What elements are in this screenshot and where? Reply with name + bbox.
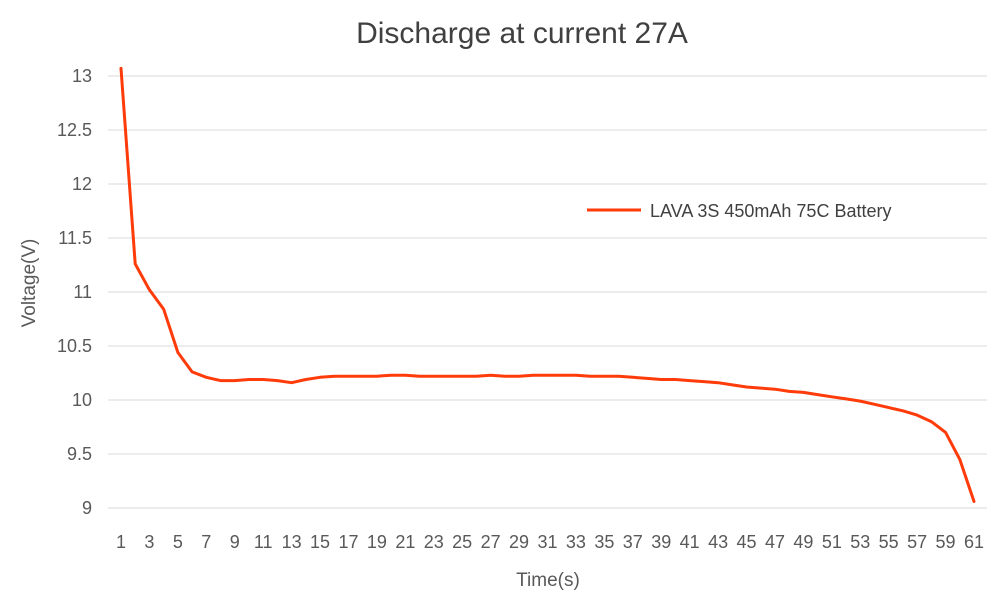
x-tick-label: 27 <box>481 532 501 552</box>
y-axis-label: Voltage(V) <box>19 239 40 328</box>
y-tick-label: 9.5 <box>67 444 92 464</box>
x-tick-label: 17 <box>338 532 358 552</box>
x-tick-label: 19 <box>367 532 387 552</box>
x-tick-label: 21 <box>395 532 415 552</box>
x-tick-label: 35 <box>594 532 614 552</box>
x-tick-label: 11 <box>254 532 273 552</box>
series-line <box>119 66 976 503</box>
x-tick-label: 31 <box>537 532 557 552</box>
y-tick-label: 11.5 <box>58 228 92 248</box>
y-tick-label: 10.5 <box>57 336 92 356</box>
x-tick-label: 43 <box>708 532 728 552</box>
x-tick-label: 55 <box>879 532 899 552</box>
x-axis-label: Time(s) <box>516 570 580 591</box>
x-tick-label: 15 <box>310 532 330 552</box>
x-tick-label: 45 <box>737 532 757 552</box>
x-tick-label: 37 <box>623 532 643 552</box>
y-tick-label: 13 <box>72 66 92 86</box>
y-tick-label: 12.5 <box>57 120 92 140</box>
x-tick-label: 29 <box>509 532 529 552</box>
x-tick-label: 9 <box>230 532 240 552</box>
x-tick-label: 49 <box>793 532 813 552</box>
y-axis-ticks: 9 9.5 10 10.5 11 11.5 12 12.5 13 <box>57 66 92 518</box>
x-tick-label: 41 <box>680 532 700 552</box>
x-tick-label: 61 <box>964 532 984 552</box>
x-tick-label: 23 <box>424 532 444 552</box>
x-tick-label: 57 <box>907 532 927 552</box>
legend-label: LAVA 3S 450mAh 75C Battery <box>650 201 891 221</box>
y-tick-label: 11 <box>73 282 92 302</box>
x-tick-label: 13 <box>282 532 302 552</box>
x-tick-label: 3 <box>144 532 154 552</box>
x-tick-label: 1 <box>116 532 126 552</box>
y-tick-label: 9 <box>82 498 92 518</box>
x-tick-label: 5 <box>173 532 183 552</box>
legend: LAVA 3S 450mAh 75C Battery <box>587 201 891 221</box>
x-tick-label: 53 <box>850 532 870 552</box>
y-tick-label: 12 <box>72 174 92 194</box>
x-tick-label: 51 <box>822 532 842 552</box>
series-layer <box>119 66 976 503</box>
x-tick-label: 39 <box>651 532 671 552</box>
x-tick-label: 59 <box>936 532 956 552</box>
y-tick-label: 10 <box>72 390 92 410</box>
chart-title: Discharge at current 27A <box>356 17 688 50</box>
x-tick-label: 25 <box>452 532 472 552</box>
x-axis-ticks: 1 3 5 7 9 11 13 15 17 19 21 23 25 27 29 31 33 35 37 39 41 43 4… <box>116 532 984 552</box>
x-tick-label: 7 <box>201 532 211 552</box>
x-tick-label: 33 <box>566 532 586 552</box>
gridlines <box>108 75 987 509</box>
x-tick-label: 47 <box>765 532 785 552</box>
